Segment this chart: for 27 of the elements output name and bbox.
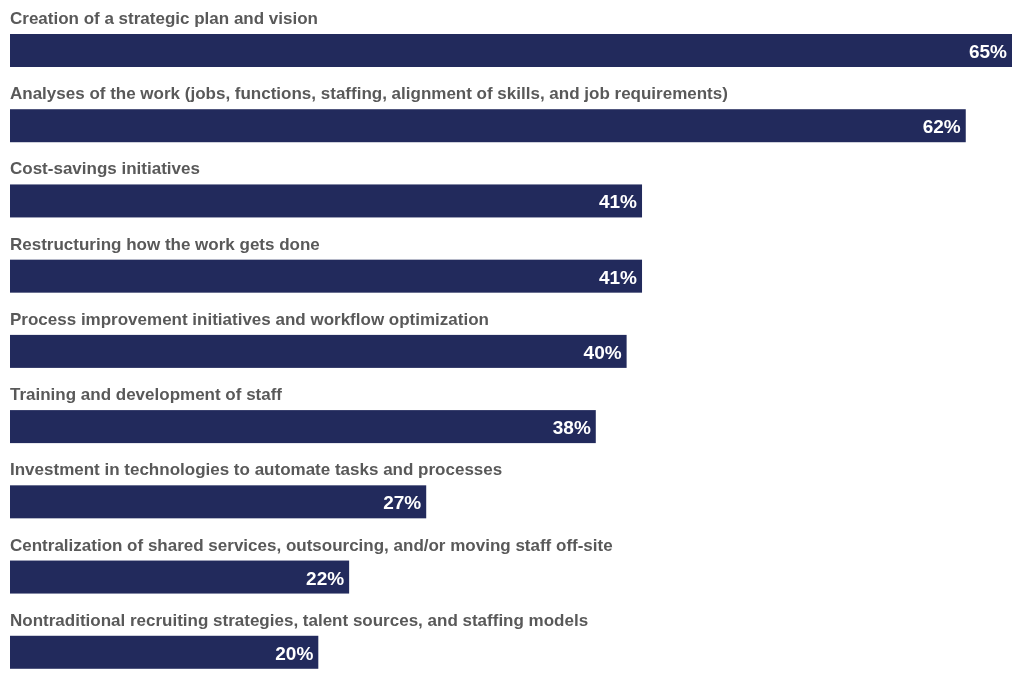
y-tick-label: Creation of a strategic plan and vision xyxy=(10,9,318,28)
y-tick-label: Cost-savings initiatives xyxy=(10,159,200,179)
bar xyxy=(10,560,350,594)
data-label: 38% xyxy=(552,417,591,439)
data-label: 27% xyxy=(383,492,422,514)
bar xyxy=(10,184,643,218)
data-label: 62% xyxy=(922,116,961,138)
bar xyxy=(10,635,319,669)
y-tick-label: Training and development of staff xyxy=(10,385,283,405)
bar xyxy=(10,34,1012,67)
y-tick-label: Nontraditional recruiting strategies, talent sources, and staffing models xyxy=(10,610,589,630)
y-tick-label: Analyses of the work (jobs, functions, staffing, alignment of skills, and job requirements) xyxy=(10,84,728,104)
bar xyxy=(10,259,643,293)
bar xyxy=(10,485,427,519)
y-tick-label: Restructuring how the work gets done xyxy=(10,234,320,254)
data-label: 41% xyxy=(599,191,638,213)
bar xyxy=(10,334,627,368)
data-label: 22% xyxy=(306,567,345,589)
y-tick-label: Centralization of shared services, outsourcing, and/or moving staff off-site xyxy=(10,535,613,555)
data-label: 20% xyxy=(275,642,314,664)
y-tick-label: Process improvement initiatives and workflow optimization xyxy=(10,309,489,329)
y-tick-label: Investment in technologies to automate tasks and processes xyxy=(10,460,503,480)
bar xyxy=(10,109,966,143)
data-label: 40% xyxy=(583,341,622,363)
data-label: 65% xyxy=(968,41,1008,62)
bar xyxy=(10,410,596,444)
data-label: 41% xyxy=(599,266,638,288)
